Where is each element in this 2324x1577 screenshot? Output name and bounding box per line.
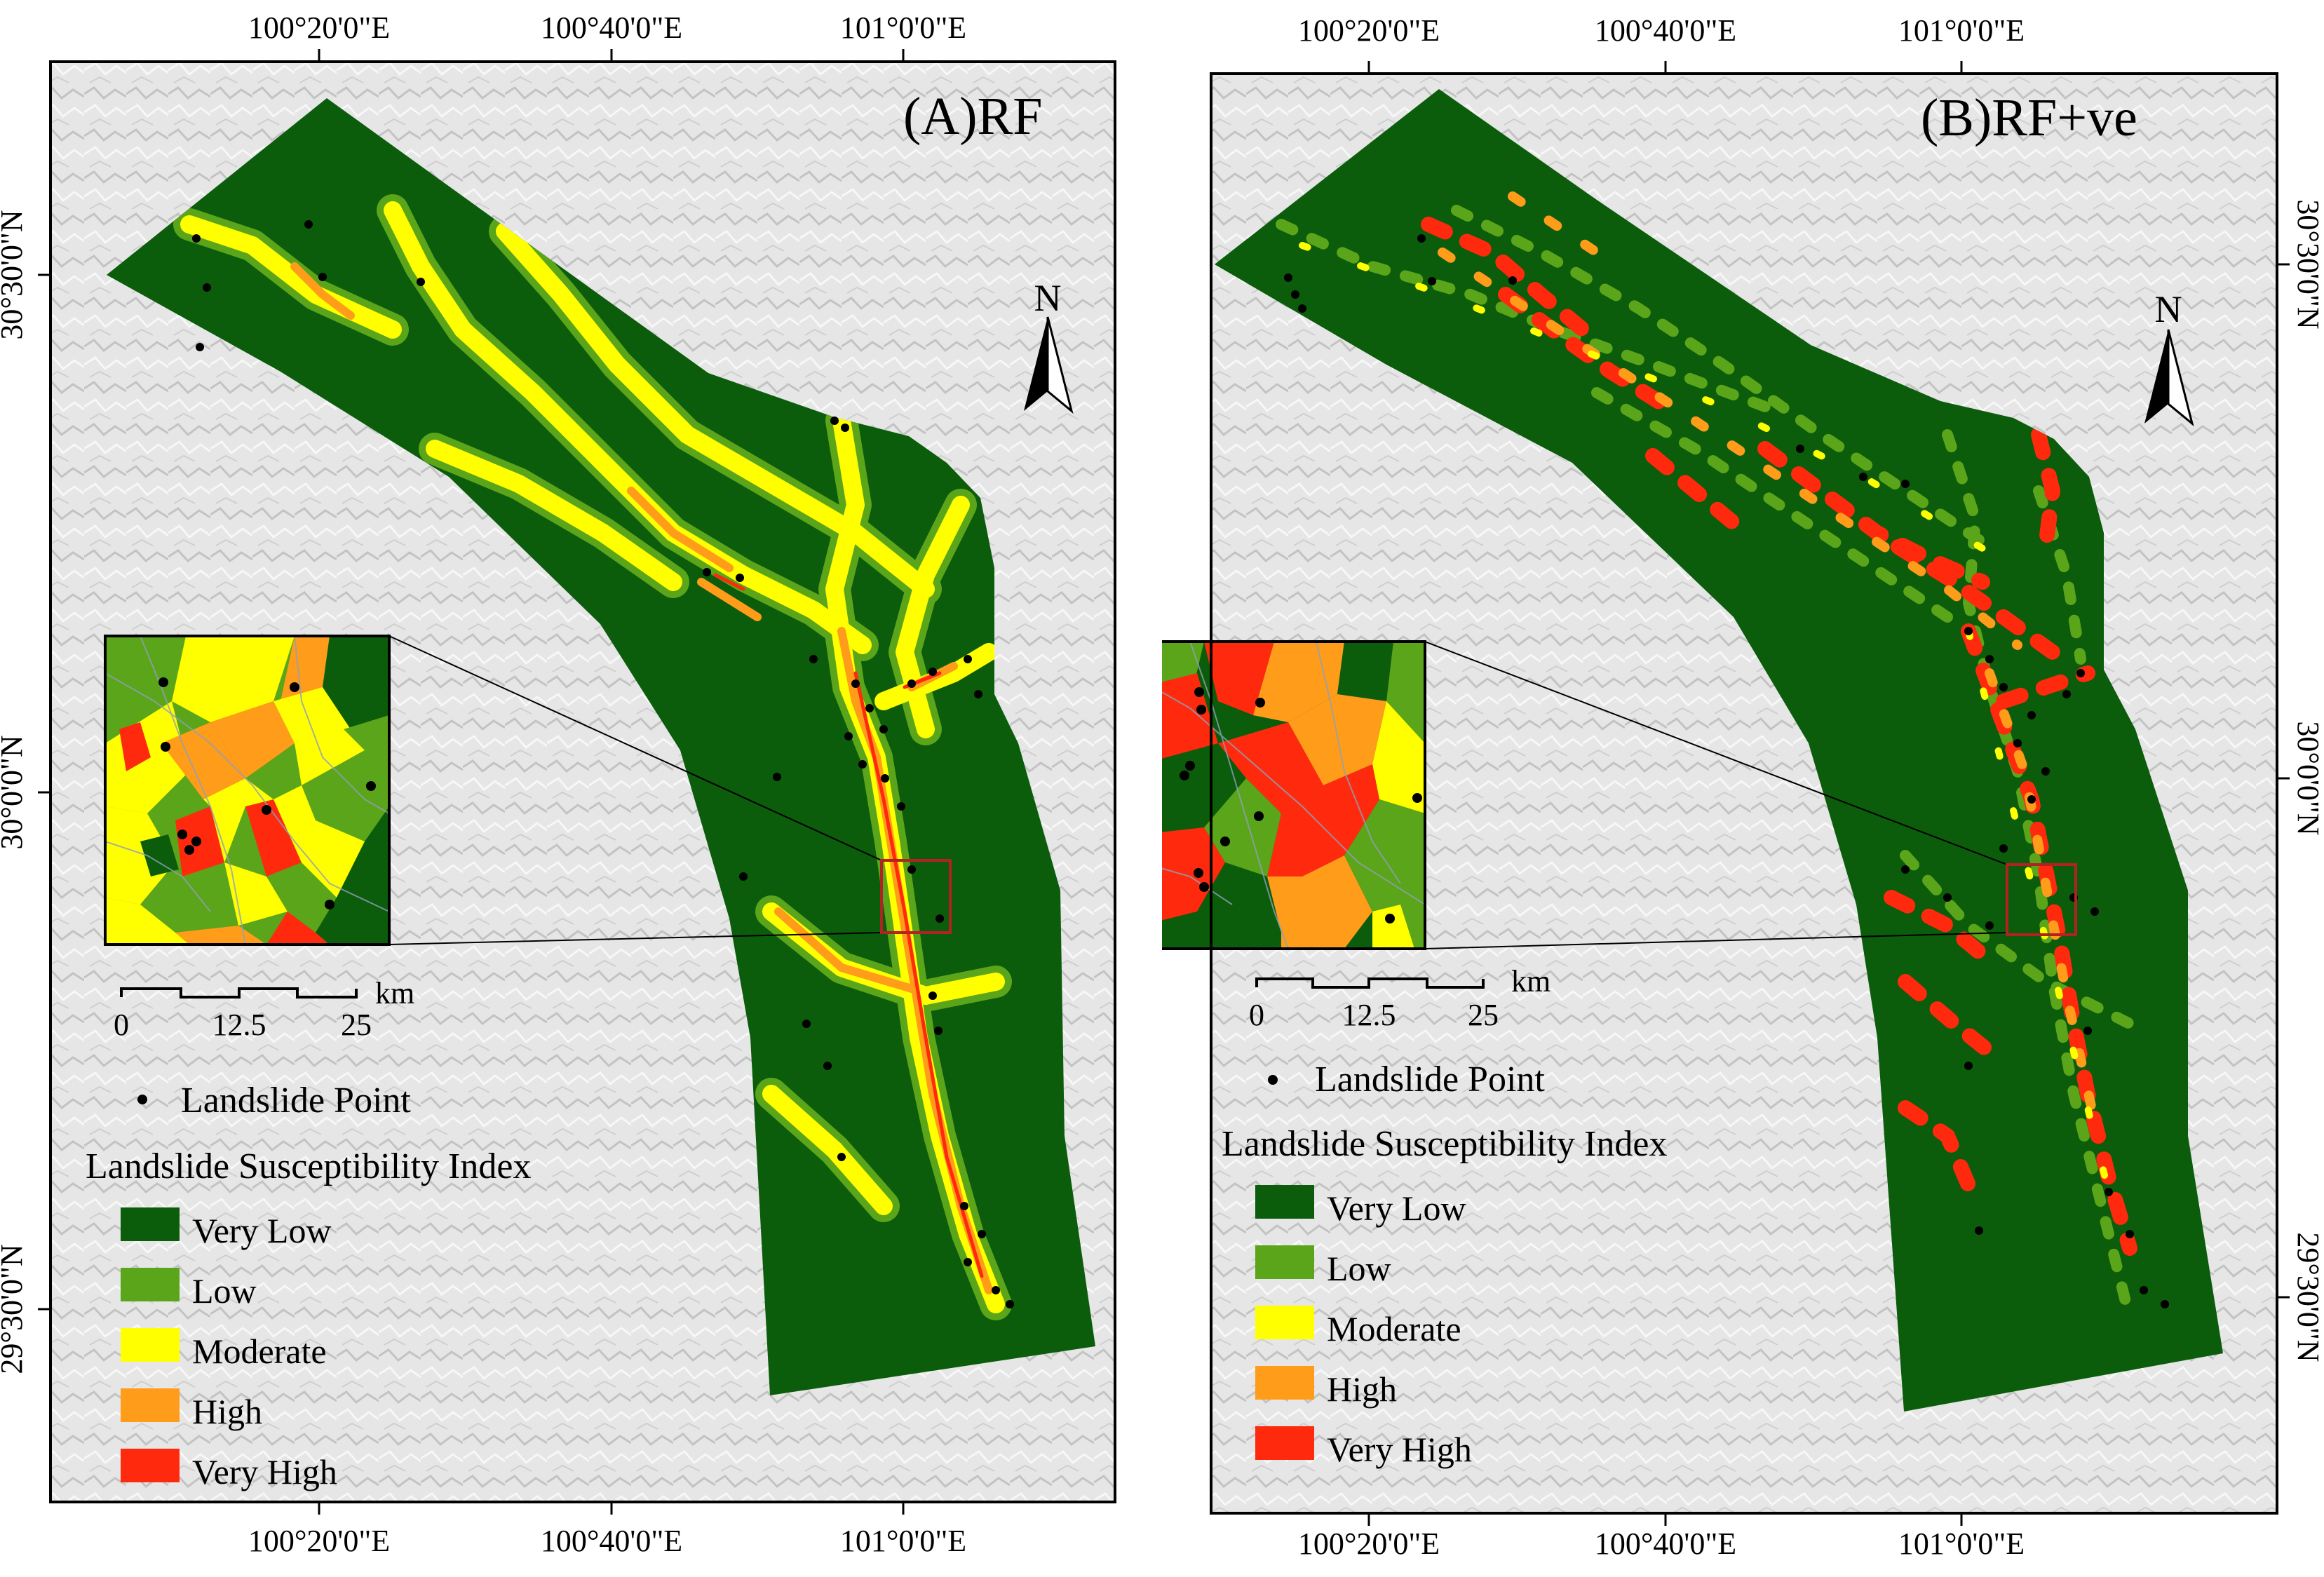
map-canvas-b [1162, 61, 2290, 1526]
legend-swatch-very-high [121, 1449, 180, 1482]
legend-swatch-very-low [121, 1207, 180, 1241]
scale-label-max: 25 [1468, 998, 1499, 1032]
scale-label-0: 0 [1249, 998, 1264, 1032]
legend-label-very-low: Very Low [192, 1211, 332, 1250]
panel-title-b: (B)RF+ve [1921, 88, 2137, 147]
map-canvas-a [38, 49, 1116, 1515]
north-label: N [2154, 288, 2182, 330]
scale-unit: km [375, 976, 415, 1010]
lon-tick-bottom-1: 100°20'0"E [1297, 1527, 1440, 1561]
legend-swatches [121, 1207, 180, 1482]
legend-swatch-low [1255, 1245, 1314, 1279]
lat-tick-left-3: 29°30'0"N [0, 1244, 29, 1374]
inset-extent-box [880, 859, 952, 934]
scale-bar [120, 987, 358, 999]
legend-point-label: Landslide Point [181, 1081, 411, 1121]
lon-tick-top-3: 101°0'0"E [1898, 13, 2025, 48]
landslide-points [1284, 234, 2169, 1308]
inset-callout-line-bottom [1424, 932, 2008, 949]
lon-tick-top-2: 100°40'0"E [1594, 13, 1737, 48]
scale-label-mid: 12.5 [212, 1008, 266, 1042]
legend-label-low: Low [1327, 1249, 1391, 1288]
legend-title: Landslide Susceptibility Index [1222, 1124, 1668, 1164]
scale-label-max: 25 [341, 1008, 372, 1042]
legend-label-moderate: Moderate [192, 1332, 327, 1371]
lat-tick-right-1: 30°30'0"N [2291, 199, 2324, 330]
map-frame [38, 49, 1116, 1515]
legend-label-very-high: Very High [1327, 1430, 1472, 1469]
lat-tick-right-2: 30°0'0"N [2291, 721, 2324, 836]
inset-extent-box [2006, 863, 2077, 936]
inset-map [104, 635, 391, 946]
inset-map [1162, 640, 1426, 950]
panel-title-a: (A)RF [903, 87, 1043, 146]
legend-swatch-moderate [121, 1328, 180, 1362]
legend-label-high: High [192, 1392, 262, 1431]
lon-tick-top-1: 100°20'0"E [1297, 13, 1440, 48]
legend-label-very-high: Very High [192, 1452, 337, 1491]
legend-point-symbol [137, 1095, 147, 1104]
landslide-points [192, 220, 1014, 1308]
scale-unit: km [1511, 964, 1551, 999]
north-arrow [1024, 316, 1074, 414]
map-frame [1210, 61, 2290, 1526]
lon-tick-bottom-3: 101°0'0"E [1898, 1527, 2025, 1561]
lon-tick-top-3: 101°0'0"E [839, 11, 967, 45]
legend-point-label: Landslide Point [1315, 1060, 1545, 1099]
susceptibility-layer [1215, 89, 2223, 1412]
legend-swatch-very-low [1255, 1185, 1314, 1219]
legend-swatch-moderate [1255, 1306, 1314, 1339]
legend-label-low: Low [192, 1271, 257, 1311]
legend-swatches [1255, 1185, 1314, 1460]
map-panel-b: 100°20'0"E 100°40'0"E 101°0'0"E 100°20'0… [1162, 0, 2324, 1577]
legend-swatch-low [121, 1268, 180, 1301]
lat-tick-right-3: 29°30'0"N [2291, 1232, 2324, 1362]
inset-callout-line-bottom [389, 932, 881, 945]
legend-swatch-high [121, 1388, 180, 1422]
inset-callout-line-top [1424, 641, 2008, 865]
legend-label-very-low: Very Low [1327, 1189, 1466, 1228]
scale-label-mid: 12.5 [1342, 998, 1396, 1032]
map-panel-a: 100°20'0"E 100°40'0"E 101°0'0"E 100°20'0… [0, 11, 1116, 1558]
lon-tick-bottom-1: 100°20'0"E [248, 1524, 391, 1558]
legend-swatch-high [1255, 1366, 1314, 1400]
north-label: N [1034, 277, 1062, 319]
legend-swatch-very-high [1255, 1426, 1314, 1460]
scale-label-0: 0 [114, 1008, 129, 1042]
lon-tick-top-1: 100°20'0"E [248, 11, 391, 45]
lon-tick-top-2: 100°40'0"E [540, 11, 683, 45]
north-arrow [2144, 329, 2194, 427]
lon-tick-bottom-3: 101°0'0"E [839, 1524, 967, 1558]
legend-label-moderate: Moderate [1327, 1309, 1461, 1348]
lon-tick-bottom-2: 100°40'0"E [540, 1524, 683, 1558]
legend-title: Landslide Susceptibility Index [86, 1146, 532, 1186]
susceptibility-layer [107, 98, 1095, 1395]
legend-point-symbol [1268, 1075, 1278, 1085]
inset-callout-line-top [389, 635, 882, 861]
lat-tick-left-1: 30°30'0"N [0, 210, 29, 340]
legend-label-high: High [1327, 1369, 1397, 1409]
lat-tick-left-2: 30°0'0"N [0, 735, 29, 850]
scale-bar [1255, 977, 1485, 989]
lon-tick-bottom-2: 100°40'0"E [1594, 1527, 1737, 1561]
